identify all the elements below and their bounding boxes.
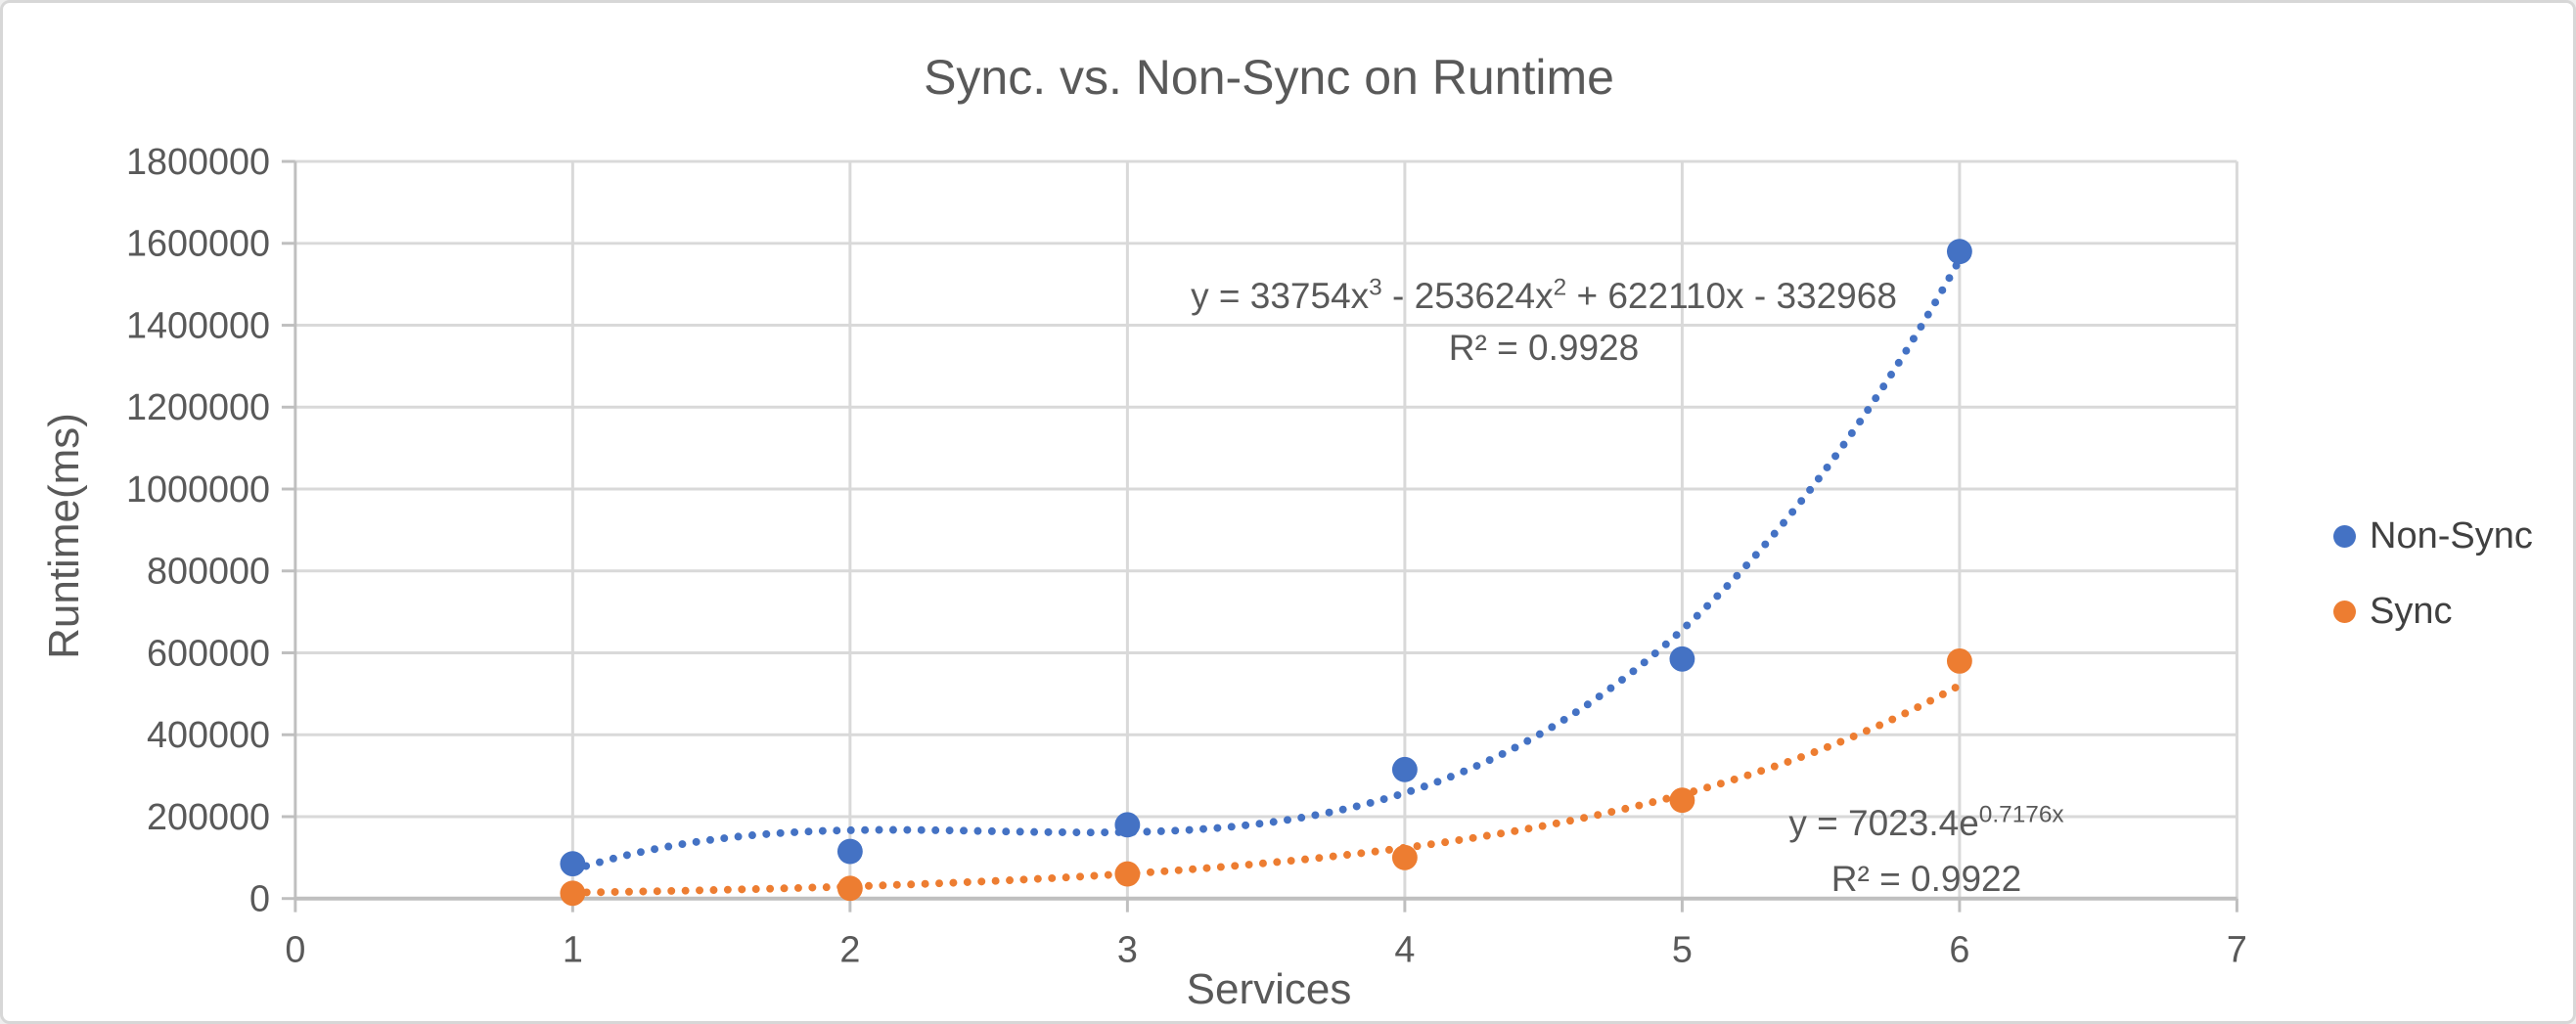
x-tick-label: 0 bbox=[285, 929, 305, 970]
data-point-sync[interactable] bbox=[836, 875, 863, 902]
data-point-non-sync[interactable] bbox=[1391, 756, 1418, 782]
y-tick-label: 400000 bbox=[147, 715, 270, 756]
x-tick-label: 3 bbox=[1117, 929, 1138, 970]
trendline-equation-non-sync: y = 33754x3 - 253624x2 + 622110x - 33296… bbox=[1191, 274, 1897, 316]
x-axis-title: Services bbox=[1186, 965, 1352, 1013]
trendline-r2-non-sync: R² = 0.9928 bbox=[1448, 328, 1640, 368]
data-point-sync[interactable] bbox=[1114, 861, 1141, 887]
trendline-equation-sync: y = 7023.4e0.7176x bbox=[1788, 801, 2064, 843]
data-point-sync[interactable] bbox=[1669, 787, 1695, 814]
y-tick-label: 1400000 bbox=[126, 305, 270, 346]
data-point-non-sync[interactable] bbox=[836, 838, 863, 865]
data-point-sync[interactable] bbox=[560, 880, 586, 907]
x-tick-label: 7 bbox=[2227, 929, 2247, 970]
legend-label: Non-Sync bbox=[2370, 514, 2533, 557]
x-tick-label: 6 bbox=[1949, 929, 1969, 970]
data-point-non-sync[interactable] bbox=[1669, 646, 1695, 672]
trendline-label-non-sync[interactable]: y = 33754x3 - 253624x2 + 622110x - 33296… bbox=[1191, 270, 1897, 374]
data-point-sync[interactable] bbox=[1391, 844, 1418, 870]
trendline-label-sync[interactable]: y = 7023.4e0.7176x R² = 0.9922 bbox=[1788, 795, 2063, 907]
legend-item-non-sync[interactable]: Non-Sync bbox=[2333, 515, 2533, 557]
y-tick-label: 800000 bbox=[147, 552, 270, 593]
chart-title[interactable]: Sync. vs. Non-Sync on Runtime bbox=[924, 50, 1614, 105]
x-tick-label: 1 bbox=[563, 929, 583, 970]
x-tick-label: 5 bbox=[1672, 929, 1693, 970]
plot-area[interactable]: 0 200000 400000 600000 800000 1000000 1200000 1… bbox=[3, 3, 2573, 1021]
legend-item-sync[interactable]: Sync bbox=[2333, 591, 2533, 632]
y-tick-label: 200000 bbox=[147, 797, 270, 838]
trendline-non-sync bbox=[568, 255, 1964, 874]
y-tick-label: 1600000 bbox=[126, 224, 270, 265]
legend-marker-icon bbox=[2333, 524, 2356, 548]
legend: Non-Sync Sync bbox=[2333, 515, 2533, 632]
data-point-sync[interactable] bbox=[1946, 647, 1972, 674]
y-tick-label: 1000000 bbox=[126, 469, 270, 511]
x-tick-label: 2 bbox=[839, 929, 860, 970]
legend-marker-icon bbox=[2333, 600, 2356, 623]
y-tick-label: 600000 bbox=[147, 633, 270, 674]
legend-label: Sync bbox=[2370, 590, 2453, 632]
trendline-r2-sync: R² = 0.9922 bbox=[1830, 859, 2022, 899]
y-tick-label: 1200000 bbox=[126, 387, 270, 428]
x-tick-label: 4 bbox=[1394, 929, 1415, 970]
y-axis-title: Runtime(ms) bbox=[40, 413, 88, 659]
y-tick-label: 0 bbox=[249, 879, 270, 920]
data-point-non-sync[interactable] bbox=[1946, 239, 1972, 265]
trendline-sync bbox=[568, 681, 1964, 897]
data-point-non-sync[interactable] bbox=[560, 851, 586, 877]
y-tick-label: 1800000 bbox=[126, 142, 270, 183]
data-point-non-sync[interactable] bbox=[1114, 812, 1141, 838]
